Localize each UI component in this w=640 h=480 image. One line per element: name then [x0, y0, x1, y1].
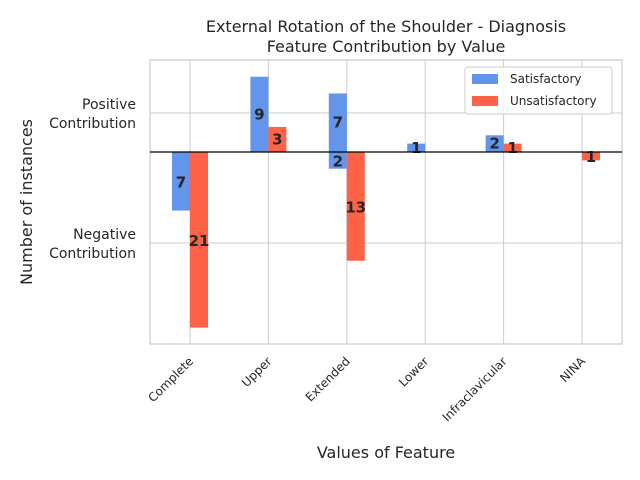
legend-label: Unsatisfactory: [510, 94, 597, 108]
y-axis-label: Number of instances: [17, 119, 36, 285]
data-label: 2: [489, 135, 499, 153]
data-label: 7: [176, 173, 186, 191]
chart-title-line1: External Rotation of the Shoulder - Diag…: [206, 17, 566, 36]
legend-label: Satisfactory: [510, 72, 582, 86]
y-tick-label: Contribution: [49, 246, 136, 262]
x-tick-label: Infraclavicular: [440, 354, 510, 424]
bar-negative: [582, 152, 600, 161]
x-tick-labels: Complete Upper Extended Lower Infraclavicula…: [145, 354, 588, 425]
data-label: 1: [411, 139, 421, 157]
data-label: 21: [189, 232, 210, 250]
legend-swatch: [472, 96, 498, 106]
y-tick-labels: Positive Contribution Negative Contribution: [49, 97, 136, 262]
bar-positive: [250, 76, 269, 152]
bar-negative: [190, 152, 208, 328]
bar-positive: [485, 135, 504, 152]
x-tick-label: Upper: [239, 354, 275, 390]
y-tick-label: Negative: [73, 227, 136, 243]
plot-frame: [149, 59, 623, 345]
legend-swatch: [472, 74, 498, 84]
data-label: 13: [345, 198, 366, 216]
y-tick-label: Contribution: [49, 116, 136, 132]
bar-positive: [407, 143, 426, 152]
x-axis-label: Values of Feature: [317, 443, 455, 462]
bar-positive: [268, 126, 287, 152]
bars: [172, 76, 600, 328]
x-tick-label: NINA: [557, 354, 588, 385]
data-label: 2: [333, 152, 343, 170]
bar-positive: [503, 143, 522, 152]
bar-positive: [328, 93, 347, 152]
x-tick-label: Extended: [303, 354, 353, 404]
legend-box: [464, 66, 613, 115]
data-label: 1: [586, 148, 596, 166]
x-tick-label: Lower: [396, 354, 431, 389]
bar-negative: [328, 152, 347, 169]
y-tick-label: Positive: [82, 97, 136, 113]
bar-negative: [346, 152, 365, 261]
x-tick-label: Complete: [145, 354, 196, 405]
data-label: 3: [272, 130, 282, 148]
legend: Satisfactory Unsatisfactory: [464, 66, 613, 115]
data-label: 1: [507, 139, 517, 157]
bar-negative: [172, 152, 190, 211]
data-label: 9: [254, 105, 264, 123]
data-label: 7: [333, 114, 343, 132]
chart-title-line2: Feature Contribution by Value: [267, 37, 506, 56]
